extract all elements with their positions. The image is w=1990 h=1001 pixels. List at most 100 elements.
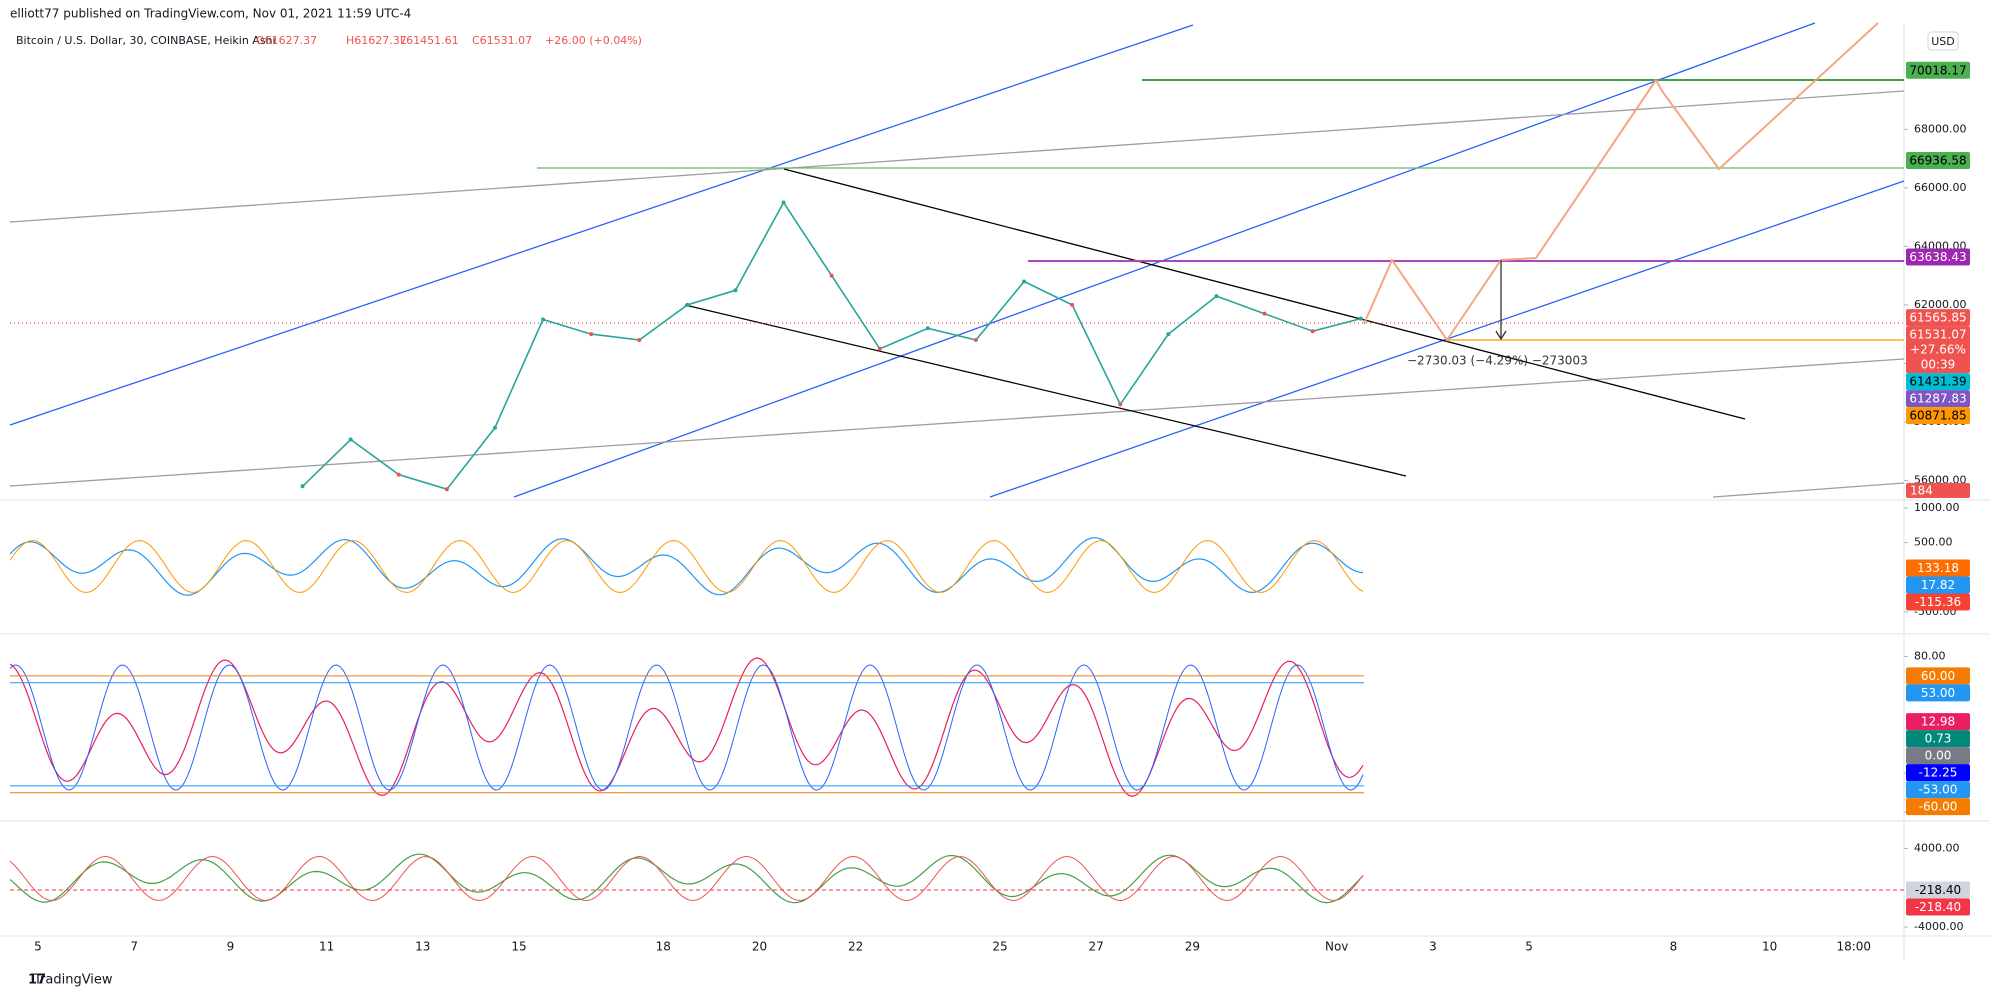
price-tag [1906, 407, 1970, 425]
oscillator-line [9, 664, 1364, 791]
x-tick-label: Nov [1325, 940, 1348, 954]
price-tag-label: 61431.39 [1909, 375, 1966, 389]
close-point [829, 273, 834, 278]
y-tick-label: 4000.00 [1914, 842, 1960, 855]
price-tag-label: 133.18 [1917, 561, 1959, 575]
close-point [1022, 279, 1027, 284]
price-tag [1906, 898, 1970, 916]
oscillators [9, 537, 1364, 904]
price-tag-label: 60.00 [1921, 669, 1955, 683]
price-tag [1906, 390, 1970, 408]
price-tag [1906, 747, 1970, 765]
price-tag-label: 12.98 [1921, 715, 1955, 729]
price-tag-label: 17.82 [1921, 578, 1955, 592]
change: +26.00 (+0.04%) [545, 34, 642, 47]
price-tag-label: 0.73 [1925, 732, 1952, 746]
price-tag [1906, 326, 1970, 374]
price-tag-sublabel: 00:39 [1921, 358, 1956, 372]
price-tag-label: -115.36 [1915, 595, 1961, 609]
price-tag-label: 61287.83 [1909, 392, 1966, 406]
y-tick-label: -4000.00 [1914, 920, 1963, 933]
price-tag-label: -53.00 [1919, 783, 1958, 797]
close-point [492, 425, 497, 430]
y-tick-label: 1000.00 [1914, 501, 1960, 514]
price-tag [1906, 576, 1970, 594]
price-tag [1906, 684, 1970, 702]
price-tag [1906, 781, 1970, 799]
publisher: elliott77 published on TradingView.com, … [10, 7, 411, 21]
high: H61627.37 [346, 34, 407, 47]
x-tick-label: 18 [656, 940, 671, 954]
price-tag-label: -218.40 [1915, 900, 1961, 914]
low: L61451.61 [400, 34, 459, 47]
close-point [1070, 302, 1075, 307]
volume-tag-label: 184 [1910, 484, 1933, 498]
price-tag-label: -218.40 [1915, 883, 1961, 897]
close-point [877, 346, 882, 351]
price-tag [1906, 373, 1970, 391]
close-point [973, 338, 978, 342]
open: O61627.37 [256, 34, 317, 47]
price-tag-label: 60871.85 [1909, 409, 1966, 423]
price-tag-label: -12.25 [1919, 766, 1958, 780]
measure-arrow-head [1495, 330, 1507, 341]
close-point [396, 472, 401, 477]
trend-line [783, 168, 1746, 420]
x-tick-label: 25 [992, 940, 1007, 954]
price-tag-label: 53.00 [1921, 686, 1955, 700]
price-tag [1906, 309, 1970, 327]
price-tag [1906, 248, 1970, 266]
price-tag-label: -60.00 [1919, 800, 1958, 814]
trend-line [9, 358, 1905, 487]
price-tag [1906, 730, 1970, 748]
close-point [444, 487, 449, 492]
x-tick-label: 13 [415, 940, 430, 954]
x-tick-label: 27 [1089, 940, 1104, 954]
close-point [1166, 332, 1171, 337]
close-point [733, 288, 738, 293]
close-point [637, 338, 642, 342]
close-point [541, 317, 546, 322]
oscillator-line [9, 853, 1364, 904]
volume-tag [1906, 483, 1970, 498]
x-tick-label: 29 [1185, 940, 1200, 954]
close-point [685, 302, 690, 307]
price-tag [1906, 593, 1970, 611]
footer-logo: 𝟭𝟳 [28, 973, 46, 988]
y-tick-label: 80.00 [1914, 649, 1946, 662]
close-point [300, 484, 305, 489]
oscillator-line [9, 657, 1364, 797]
x-tick-label: 22 [848, 940, 863, 954]
x-tick-label: 7 [130, 940, 138, 954]
currency-button[interactable] [1927, 31, 1959, 51]
x-tick-label: 3 [1429, 940, 1437, 954]
y-tick-label: 62000.00 [1914, 298, 1967, 311]
x-tick-label: 8 [1670, 940, 1678, 954]
x-tick-label: 5 [1525, 940, 1533, 954]
trend-line [9, 90, 1905, 223]
close-point [925, 326, 930, 331]
x-tick-label: 5 [34, 940, 42, 954]
footer: TradingView [33, 973, 113, 988]
y-tick-label: 68000.00 [1914, 122, 1967, 135]
measure-label: −2730.03 (−4.29%) −273003 [1407, 354, 1588, 368]
close-point [589, 332, 594, 337]
oscillator-line [9, 540, 1364, 593]
price-tag-label: 66936.58 [1909, 153, 1966, 167]
price-tag-sublabel: +27.66% [1910, 343, 1966, 357]
price-tag-label: 0.00 [1925, 749, 1952, 763]
drawings [9, 22, 1905, 498]
price-tag [1906, 61, 1970, 79]
y-tick-label: 66000.00 [1914, 181, 1967, 194]
price-tag-label: 63638.43 [1909, 250, 1966, 264]
close-point [781, 200, 786, 205]
price-tag-label: 70018.17 [1909, 63, 1966, 77]
projection [1363, 22, 1879, 342]
currency[interactable]: USD [1931, 35, 1955, 48]
oscillator-line [9, 537, 1364, 596]
price-line [302, 200, 1362, 491]
x-tick-label: 18:00 [1836, 940, 1871, 954]
price-tag [1906, 764, 1970, 782]
price-tag [1906, 713, 1970, 731]
